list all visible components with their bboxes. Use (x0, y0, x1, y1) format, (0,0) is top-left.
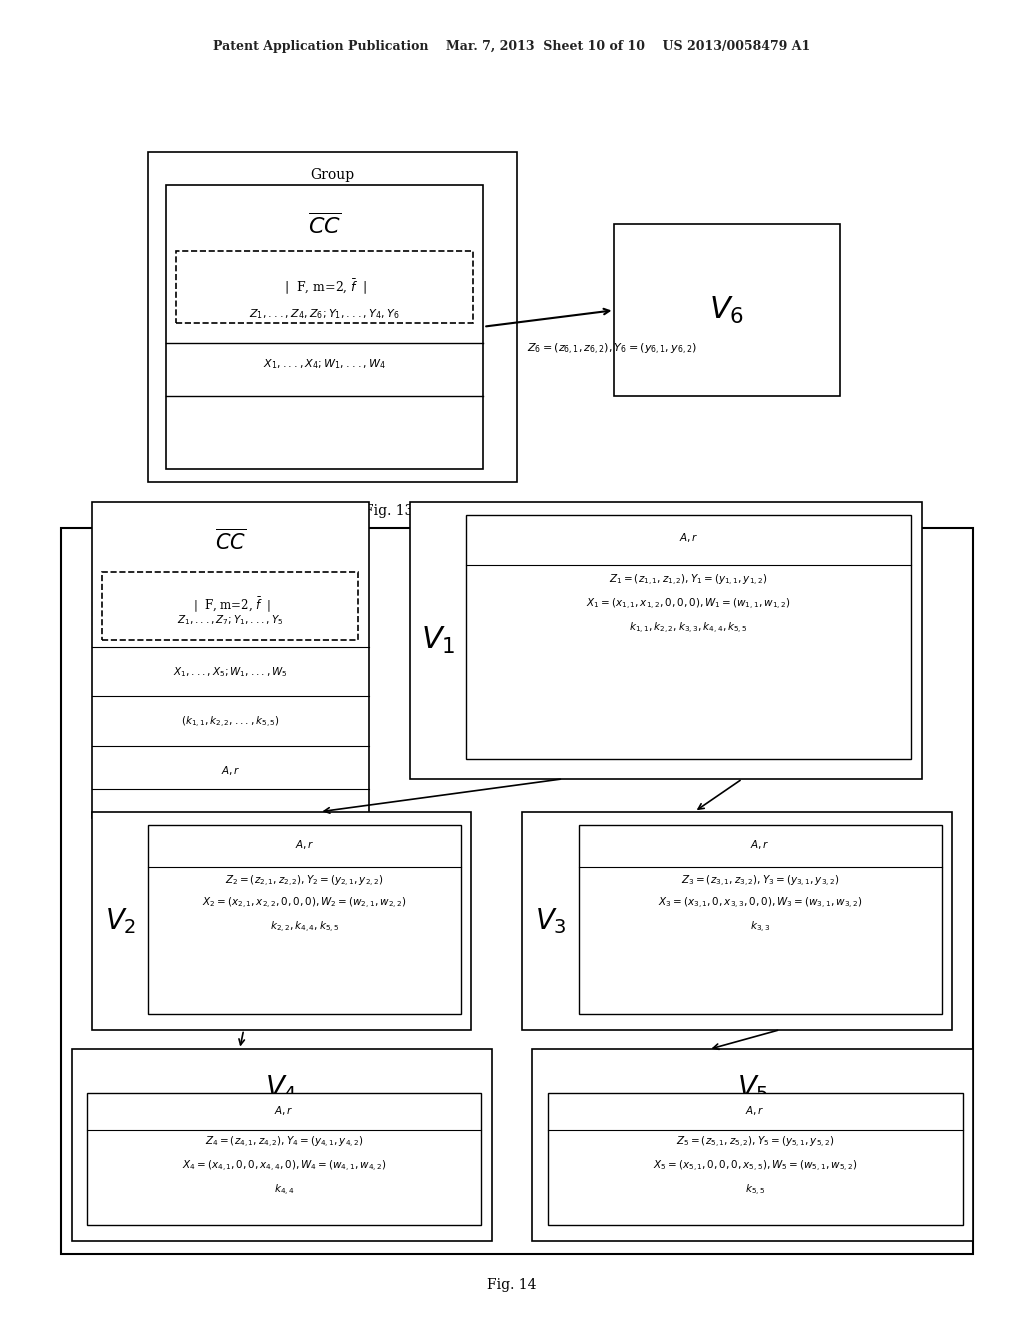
Text: $X_1=(x_{1,1},x_{1,2},0,0,0), W_1=(w_{1,1},w_{1,2})$: $X_1=(x_{1,1},x_{1,2},0,0,0), W_1=(w_{1,… (587, 597, 791, 611)
Text: $A,r$: $A,r$ (679, 531, 698, 544)
FancyBboxPatch shape (166, 185, 483, 469)
Text: Fig. 14: Fig. 14 (487, 1278, 537, 1292)
Text: Group: Group (310, 168, 355, 182)
FancyBboxPatch shape (176, 251, 473, 323)
Text: Patent Application Publication    Mar. 7, 2013  Sheet 10 of 10    US 2013/005847: Patent Application Publication Mar. 7, 2… (213, 40, 811, 53)
Text: $Z_3=(z_{3,1},z_{3,2}), Y_3=(y_{3,1},y_{3,2})$: $Z_3=(z_{3,1},z_{3,2}), Y_3=(y_{3,1},y_{… (681, 874, 840, 888)
Text: $X_5=(x_{5,1},0,0,0,x_{5,5}), W_5=(w_{5,1},w_{5,2})$: $X_5=(x_{5,1},0,0,0,x_{5,5}), W_5=(w_{5,… (653, 1159, 857, 1173)
FancyBboxPatch shape (522, 812, 952, 1030)
Text: $V_3$: $V_3$ (535, 906, 567, 936)
Text: $X_1,...,X_4;W_1,...,W_4$: $X_1,...,X_4;W_1,...,W_4$ (263, 358, 386, 371)
FancyBboxPatch shape (532, 1049, 973, 1241)
Text: Fig. 13: Fig. 13 (365, 504, 414, 519)
Text: $Z_5=(z_{5,1},z_{5,2}), Y_5=(y_{5,1},y_{5,2})$: $Z_5=(z_{5,1},z_{5,2}), Y_5=(y_{5,1},y_{… (676, 1135, 835, 1150)
Text: $Z_1,...,Z_4,Z_6;Y_1,...,Y_4,Y_6$: $Z_1,...,Z_4,Z_6;Y_1,...,Y_4,Y_6$ (250, 308, 399, 321)
Text: $k_{2,2},k_{4,4},k_{5,5}$: $k_{2,2},k_{4,4},k_{5,5}$ (270, 920, 339, 935)
Text: $k_{1,1},k_{2,2},k_{3,3},k_{4,4},k_{5,5}$: $k_{1,1},k_{2,2},k_{3,3},k_{4,4},k_{5,5}… (630, 620, 748, 635)
Text: $V_1$: $V_1$ (421, 624, 456, 656)
Text: $(k_{1,1},k_{2,2},...,k_{5,5})$: $(k_{1,1},k_{2,2},...,k_{5,5})$ (181, 714, 280, 730)
Text: Group: Group (490, 541, 544, 558)
FancyBboxPatch shape (72, 1049, 492, 1241)
FancyBboxPatch shape (92, 812, 471, 1030)
Text: $V_2$: $V_2$ (105, 906, 136, 936)
Text: $k_{5,5}$: $k_{5,5}$ (745, 1183, 765, 1197)
Text: $Z_4=(z_{4,1},z_{4,2}), Y_4=(y_{4,1},y_{4,2})$: $Z_4=(z_{4,1},z_{4,2}), Y_4=(y_{4,1},y_{… (205, 1135, 364, 1150)
Text: $X_4=(x_{4,1},0,0,x_{4,4},0), W_4=(w_{4,1},w_{4,2})$: $X_4=(x_{4,1},0,0,x_{4,4},0), W_4=(w_{4,… (182, 1159, 386, 1173)
FancyBboxPatch shape (148, 825, 461, 1014)
Text: $Z_1,...,Z_7;Y_1,...,Y_5$: $Z_1,...,Z_7;Y_1,...,Y_5$ (177, 614, 284, 627)
Text: $A,r$: $A,r$ (745, 1104, 765, 1117)
Text: $V_6$: $V_6$ (710, 294, 744, 326)
Text: $A,r$: $A,r$ (751, 838, 770, 851)
FancyBboxPatch shape (102, 572, 358, 640)
FancyBboxPatch shape (548, 1093, 963, 1225)
FancyBboxPatch shape (410, 502, 922, 779)
Text: $k_{3,3}$: $k_{3,3}$ (751, 920, 770, 935)
Text: $Z_1=(z_{1,1},z_{1,2}), Y_1=(y_{1,1},y_{1,2})$: $Z_1=(z_{1,1},z_{1,2}), Y_1=(y_{1,1},y_{… (609, 573, 768, 587)
FancyBboxPatch shape (61, 528, 973, 1254)
Text: $\mid$ F, m=2, $\bar{f}$ $\mid$: $\mid$ F, m=2, $\bar{f}$ $\mid$ (282, 277, 368, 297)
Text: $V_4$: $V_4$ (265, 1073, 298, 1104)
FancyBboxPatch shape (579, 825, 942, 1014)
Text: $Z_6=(z_{6,1},z_{6,2}), Y_6=(y_{6,1},y_{6,2})$: $Z_6=(z_{6,1},z_{6,2}), Y_6=(y_{6,1},y_{… (527, 342, 697, 358)
FancyBboxPatch shape (87, 1093, 481, 1225)
Text: $k_{4,4}$: $k_{4,4}$ (273, 1183, 295, 1197)
Text: $\overline{CC}$: $\overline{CC}$ (308, 214, 341, 239)
Text: $X_2=(x_{2,1},x_{2,2},0,0,0), W_2=(w_{2,1},w_{2,2})$: $X_2=(x_{2,1},x_{2,2},0,0,0), W_2=(w_{2,… (203, 896, 407, 911)
Text: $X_1,...,X_5;W_1,...,W_5$: $X_1,...,X_5;W_1,...,W_5$ (173, 665, 288, 678)
Text: $\overline{CC}$: $\overline{CC}$ (215, 528, 246, 553)
Text: $V_5$: $V_5$ (737, 1073, 768, 1104)
FancyBboxPatch shape (92, 502, 369, 818)
FancyBboxPatch shape (614, 224, 840, 396)
FancyBboxPatch shape (148, 152, 517, 482)
Text: $A,r$: $A,r$ (295, 838, 314, 851)
Text: $\mid$ F, m=2, $\bar{f}$ $\mid$: $\mid$ F, m=2, $\bar{f}$ $\mid$ (189, 597, 271, 615)
FancyBboxPatch shape (466, 515, 911, 759)
Text: $A,r$: $A,r$ (220, 764, 241, 777)
Text: $X_3=(x_{3,1},0,x_{3,3},0,0), W_3=(w_{3,1},w_{3,2})$: $X_3=(x_{3,1},0,x_{3,3},0,0), W_3=(w_{3,… (658, 896, 862, 911)
Text: $A,r$: $A,r$ (274, 1104, 294, 1117)
Text: $Z_2=(z_{2,1},z_{2,2}), Y_2=(y_{2,1},y_{2,2})$: $Z_2=(z_{2,1},z_{2,2}), Y_2=(y_{2,1},y_{… (225, 874, 384, 888)
